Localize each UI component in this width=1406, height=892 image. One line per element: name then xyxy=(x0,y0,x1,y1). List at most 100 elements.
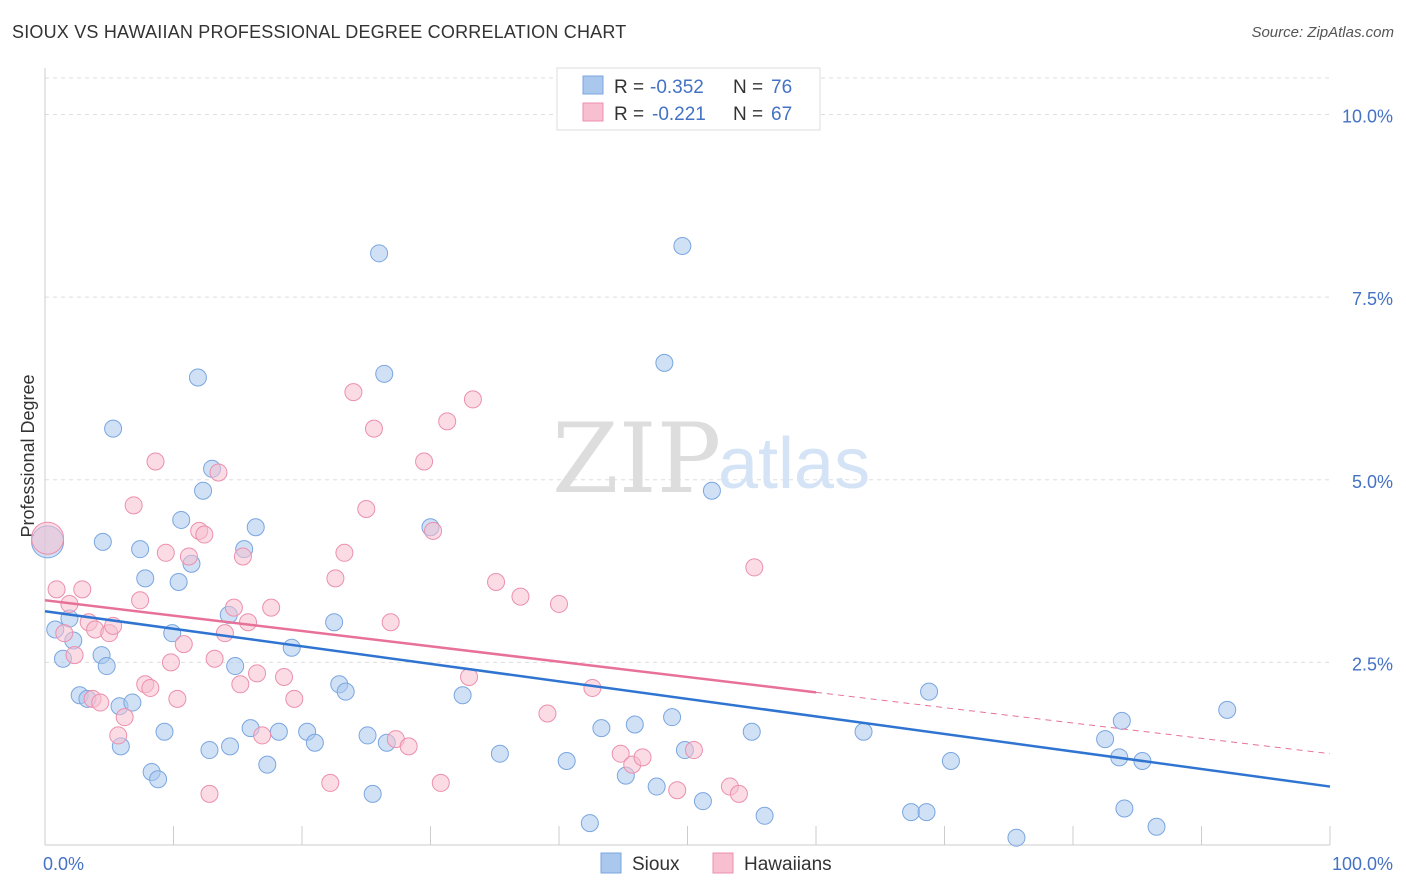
legend-r-label-1: R = xyxy=(614,77,644,98)
legend-r-value-2: -0.221 xyxy=(652,104,706,125)
hawaiian-point-31 xyxy=(231,675,250,694)
sioux-point-32 xyxy=(246,518,265,537)
sioux-point-38 xyxy=(325,613,344,632)
sioux-point-75 xyxy=(1218,700,1237,719)
chart-title: SIOUX VS HAWAIIAN PROFESSIONAL DEGREE CO… xyxy=(12,22,627,42)
hawaiian-point-26 xyxy=(200,784,219,803)
hawaiian-point-30 xyxy=(224,598,243,617)
y-tick-label-1: 5.0% xyxy=(1352,472,1393,492)
hawaiian-point-39 xyxy=(321,773,340,792)
sioux-point-24 xyxy=(194,481,213,500)
sioux-point-68 xyxy=(1007,828,1026,847)
hawaiian-point-0 xyxy=(31,521,65,555)
sioux-point-17 xyxy=(149,770,168,789)
hawaiian-point-49 xyxy=(424,521,443,540)
bottom-legend-swatch-hawaiian xyxy=(712,852,734,874)
sioux-point-57 xyxy=(673,237,692,256)
bottom-legend-hawaiians: Hawaiians xyxy=(744,854,832,875)
hawaiian-point-55 xyxy=(511,587,530,606)
hawaiian-point-19 xyxy=(156,543,175,562)
sioux-point-50 xyxy=(580,814,599,833)
hawaiian-point-15 xyxy=(131,591,150,610)
x-tick-labels: 0.0% 100.0% xyxy=(43,854,1393,874)
hawaiian-point-45 xyxy=(381,613,400,632)
sioux-point-10 xyxy=(104,419,123,438)
hawaiian-point-40 xyxy=(326,569,345,588)
sioux-point-66 xyxy=(920,682,939,701)
hawaiian-point-13 xyxy=(115,708,134,727)
sioux-point-55 xyxy=(655,353,674,372)
sioux-point-15 xyxy=(136,569,155,588)
hawaiian-point-48 xyxy=(415,452,434,471)
sioux-point-61 xyxy=(742,722,761,741)
hawaiian-point-57 xyxy=(550,594,568,613)
hawaiian-point-2 xyxy=(55,624,74,643)
hawaiian-point-59 xyxy=(611,744,630,763)
grid-lines xyxy=(45,77,1330,663)
legend-swatch-hawaiian xyxy=(582,102,604,122)
hawaiian-point-34 xyxy=(248,664,267,683)
sioux-point-25 xyxy=(200,741,219,760)
hawaiian-point-14 xyxy=(124,496,143,515)
sioux-point-65 xyxy=(917,803,936,822)
hawaiian-point-65 xyxy=(729,784,748,803)
axes xyxy=(44,68,1331,846)
hawaiian-point-1 xyxy=(47,580,66,599)
hawaiian-point-37 xyxy=(275,667,294,686)
x-tick-label-0: 0.0% xyxy=(43,854,84,874)
sioux-point-74 xyxy=(1147,817,1166,836)
bottom-legend-swatch-sioux xyxy=(600,852,622,874)
sioux-point-23 xyxy=(188,368,207,387)
trend-lines xyxy=(44,599,1331,788)
bottom-legend-sioux: Sioux xyxy=(632,854,680,875)
sioux-point-9 xyxy=(97,657,116,676)
sioux-point-42 xyxy=(363,784,382,803)
sioux-point-64 xyxy=(902,803,921,822)
y-tick-label-0: 2.5% xyxy=(1352,654,1393,674)
sioux-point-33 xyxy=(258,755,277,774)
series-legend: Sioux Hawaiians xyxy=(600,852,832,875)
hawaiian-points xyxy=(31,383,764,803)
hawaiian-point-66 xyxy=(745,558,764,577)
hawaiian-trend-line xyxy=(44,599,817,694)
hawaiian-point-12 xyxy=(109,726,128,745)
sioux-point-56 xyxy=(663,708,682,727)
sioux-point-59 xyxy=(693,792,712,811)
hawaiian-point-61 xyxy=(633,748,652,767)
hawaiian-point-21 xyxy=(168,689,187,708)
hawaiian-point-38 xyxy=(285,689,304,708)
hawaiian-point-44 xyxy=(364,419,383,438)
hawaiian-point-51 xyxy=(438,412,457,431)
hawaiian-point-47 xyxy=(399,737,418,756)
hawaiian-point-36 xyxy=(262,598,281,617)
hawaiian-point-35 xyxy=(253,726,272,745)
y-tick-labels: 2.5% 5.0% 7.5% 10.0% xyxy=(1342,107,1393,675)
sioux-point-48 xyxy=(490,744,509,763)
sioux-point-43 xyxy=(370,244,389,263)
sioux-point-69 xyxy=(1096,730,1115,749)
sioux-point-13 xyxy=(123,693,142,712)
sioux-point-41 xyxy=(358,726,377,745)
sioux-point-14 xyxy=(131,540,150,559)
correlation-legend: R = -0.352 N = 76 R = -0.221 N = 67 xyxy=(556,67,821,131)
hawaiian-point-32 xyxy=(233,547,252,566)
sioux-point-29 xyxy=(226,657,245,676)
sioux-point-18 xyxy=(155,722,174,741)
hawaiian-point-20 xyxy=(161,653,180,672)
legend-r-label-2: R = xyxy=(614,104,644,125)
hawaiian-point-42 xyxy=(344,383,363,402)
hawaiian-point-5 xyxy=(73,580,92,599)
watermark: ZIP atlas xyxy=(552,403,870,515)
sioux-point-71 xyxy=(1112,711,1131,730)
hawaiian-trend-line-extension xyxy=(815,691,1331,755)
legend-r-value-1: -0.352 xyxy=(650,77,704,98)
sioux-point-62 xyxy=(755,806,774,825)
y-tick-label-3: 10.0% xyxy=(1342,107,1393,127)
sioux-point-40 xyxy=(336,682,355,701)
y-tick-label-2: 7.5% xyxy=(1352,289,1393,309)
hawaiian-point-25 xyxy=(195,525,214,544)
sioux-trend-line xyxy=(44,610,1331,788)
sioux-point-34 xyxy=(269,722,288,741)
source-label: Source: ZipAtlas.com xyxy=(1251,24,1394,41)
